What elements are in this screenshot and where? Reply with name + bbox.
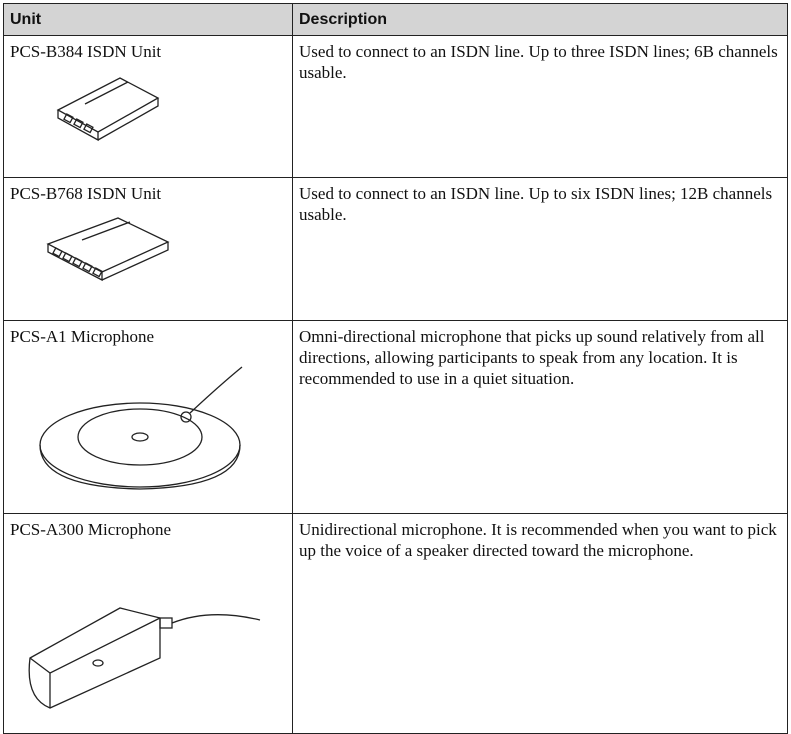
row: PCS-A1 Microphone Omni-directional micro… xyxy=(3,320,788,514)
row: PCS-A300 Microphone Unidirectional micro… xyxy=(3,513,788,734)
unit-cell: PCS-A300 Microphone xyxy=(3,513,293,734)
header-cell: Unit xyxy=(3,3,293,36)
description-cell: Unidirectional microphone. It is recomme… xyxy=(292,513,788,734)
header-cell: Description xyxy=(292,3,788,36)
isdn-unit-illustration xyxy=(46,217,170,282)
microphone-illustration xyxy=(39,366,243,490)
row: PCS-B384 ISDN Unit Used to connect to an… xyxy=(3,35,788,178)
unit-cell: PCS-B384 ISDN Unit xyxy=(3,35,293,178)
unit-cell: PCS-B768 ISDN Unit xyxy=(3,177,293,321)
description-cell: Used to connect to an ISDN line. Up to t… xyxy=(292,35,788,178)
unit-name: PCS-A300 Microphone xyxy=(10,520,172,539)
description-cell: Omni-directional microphone that picks u… xyxy=(292,320,788,514)
row: PCS-B768 ISDN Unit Used to connect to an… xyxy=(3,177,788,321)
description-cell: Used to connect to an ISDN line. Up to s… xyxy=(292,177,788,321)
units-table: Unit Description PCS-B384 ISDN Unit Used… xyxy=(3,3,788,734)
unit-cell: PCS-A1 Microphone xyxy=(3,320,293,514)
microphone-illustration xyxy=(28,607,261,709)
header-row: Unit Description xyxy=(3,3,788,36)
isdn-unit-illustration xyxy=(56,77,160,142)
unit-name: PCS-B384 ISDN Unit xyxy=(10,42,162,61)
unit-name: PCS-A1 Microphone xyxy=(10,327,155,346)
unit-name: PCS-B768 ISDN Unit xyxy=(10,184,162,203)
